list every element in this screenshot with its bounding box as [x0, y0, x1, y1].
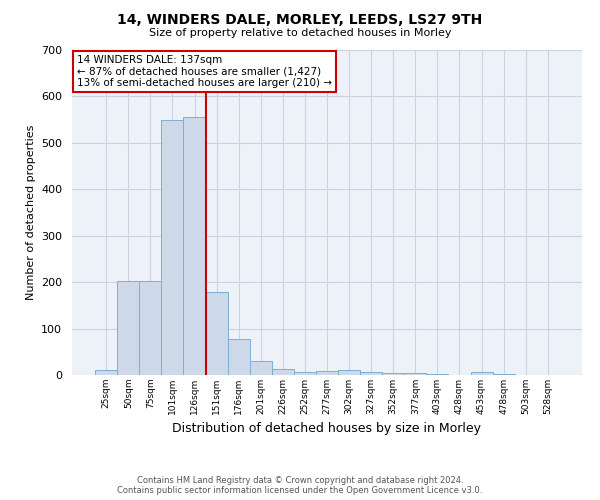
Bar [294, 372, 316, 375]
Bar [382, 372, 404, 375]
Text: Size of property relative to detached houses in Morley: Size of property relative to detached ho… [149, 28, 451, 38]
Bar [316, 372, 338, 375]
Bar [272, 369, 294, 375]
Bar [493, 374, 515, 375]
Bar [184, 118, 206, 375]
Bar [427, 374, 448, 375]
Bar [227, 339, 250, 375]
Bar [206, 292, 227, 375]
Bar [250, 361, 272, 375]
Text: Contains HM Land Registry data © Crown copyright and database right 2024.
Contai: Contains HM Land Registry data © Crown c… [118, 476, 482, 495]
Bar [338, 370, 360, 375]
Bar [470, 372, 493, 375]
Bar [95, 370, 117, 375]
Bar [360, 372, 382, 375]
Bar [161, 120, 184, 375]
Bar [139, 281, 161, 375]
X-axis label: Distribution of detached houses by size in Morley: Distribution of detached houses by size … [173, 422, 482, 436]
Bar [117, 281, 139, 375]
Bar [404, 373, 427, 375]
Text: 14 WINDERS DALE: 137sqm
← 87% of detached houses are smaller (1,427)
13% of semi: 14 WINDERS DALE: 137sqm ← 87% of detache… [77, 55, 332, 88]
Y-axis label: Number of detached properties: Number of detached properties [26, 125, 35, 300]
Text: 14, WINDERS DALE, MORLEY, LEEDS, LS27 9TH: 14, WINDERS DALE, MORLEY, LEEDS, LS27 9T… [118, 12, 482, 26]
